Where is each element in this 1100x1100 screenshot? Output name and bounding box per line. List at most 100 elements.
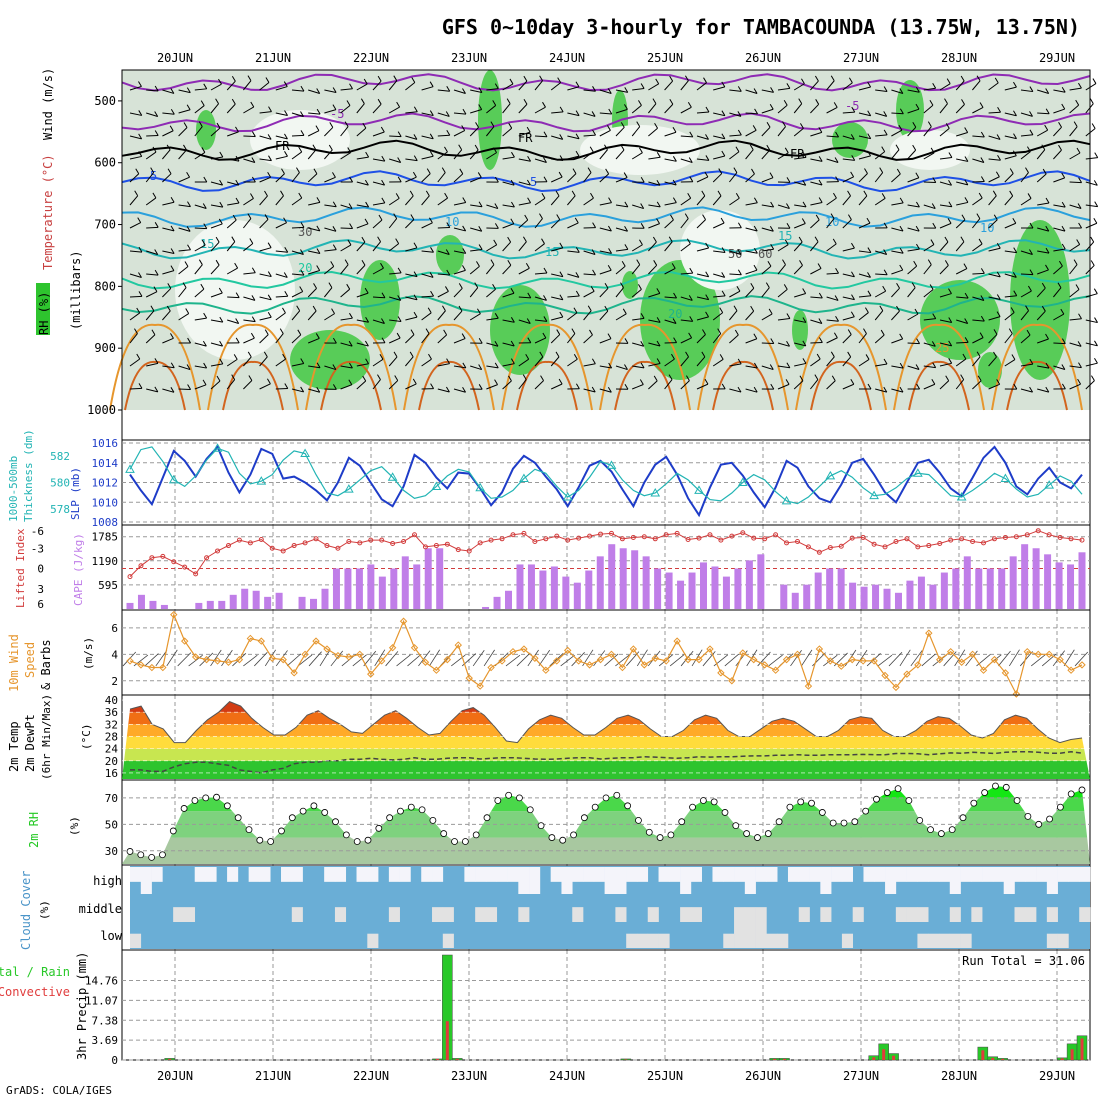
cloud-cell [863, 867, 875, 882]
wind-barb [737, 269, 742, 276]
wind-barb [826, 337, 838, 344]
wind-barb [396, 332, 401, 339]
wind-barb [186, 171, 191, 178]
wind-barb [510, 287, 515, 294]
wind-barb [672, 318, 677, 324]
wind-barb [363, 650, 377, 667]
wind-barb [437, 334, 447, 344]
wind-barb [396, 101, 401, 108]
wind-barb [243, 198, 254, 206]
wind-barb [622, 308, 627, 315]
wind-barb [867, 150, 872, 157]
wind-barb [194, 126, 203, 137]
wind-barb [874, 172, 884, 183]
run-total: Run Total = 31.06 [962, 954, 1085, 968]
wind-barb [914, 308, 919, 315]
wind-speed-point [881, 671, 889, 680]
wind-barb [980, 295, 985, 301]
wind-barb [550, 356, 560, 367]
wind-barb [182, 282, 187, 288]
lifted-index-point [1024, 532, 1030, 538]
wind-barb [361, 259, 366, 266]
cape-bar [149, 600, 157, 609]
rh-point [883, 789, 891, 796]
wind-barb [891, 173, 901, 183]
wind-barb [891, 89, 904, 94]
wind-barb [810, 241, 819, 252]
cape-bar [1055, 562, 1063, 609]
wind-barb [472, 650, 485, 667]
cloud-cell [917, 867, 929, 882]
wind-barb [615, 126, 625, 137]
wind-barb [202, 379, 207, 386]
cape-bar [631, 550, 639, 609]
lifted-index-point [915, 544, 921, 550]
wind-barb [980, 131, 985, 138]
wind-barb [518, 80, 528, 91]
temperature-contour [121, 270, 1091, 290]
wind-barb [360, 98, 365, 104]
wind-barb [599, 388, 612, 393]
wind-barb [961, 99, 965, 105]
wind-speed-line [129, 612, 1083, 696]
wind-barb [842, 195, 851, 206]
cloud-label-2: (%) [38, 900, 51, 920]
wind-barb [1004, 250, 1017, 254]
wind-barb [932, 313, 937, 319]
lifted-index-point [1046, 532, 1052, 538]
wind-barb [511, 151, 515, 158]
wind-barb [948, 201, 953, 208]
wind-barb [551, 316, 563, 321]
wind-barb [956, 319, 968, 324]
rh-point [981, 789, 989, 796]
wind-barb [421, 295, 434, 298]
cloud-cell [324, 867, 336, 882]
cloud-cell [841, 933, 853, 948]
lifted-tick-label: 6 [37, 598, 44, 611]
wind-speed-point [202, 655, 211, 664]
wind-barb [939, 83, 951, 91]
wind-barb [883, 358, 888, 365]
wind-speed-point [268, 654, 276, 662]
wind-barb [534, 135, 548, 138]
wind-barb [281, 168, 285, 174]
wind-barb [1069, 264, 1078, 275]
wind-barb [858, 250, 871, 254]
wind-barb [284, 383, 289, 389]
wind-barb [259, 334, 269, 344]
cloud-cell [744, 922, 756, 948]
wind-barb [567, 333, 576, 344]
wind-barb [915, 364, 920, 370]
wind-barb [486, 264, 495, 275]
wind-barb [518, 219, 529, 229]
wind-barb [745, 129, 757, 137]
wind-barb [493, 239, 498, 246]
wind-barb [283, 272, 288, 278]
wind-barb [899, 197, 904, 204]
lifted-index-point [598, 531, 604, 537]
wind-barb [782, 259, 786, 265]
wind-barb [656, 179, 661, 186]
wind-barb [875, 250, 887, 256]
temperature-contour [795, 323, 887, 411]
wind-speed-point [312, 637, 320, 645]
wind-barb [631, 264, 641, 275]
wind-barb [275, 295, 288, 298]
wind-barb [381, 318, 385, 324]
rh-point [1056, 803, 1064, 811]
wind-barb [129, 195, 139, 206]
wind-barb [362, 375, 367, 382]
rh-high-area [832, 122, 868, 158]
wind-barb [210, 319, 223, 323]
rh-point [223, 802, 231, 810]
wind-barb [429, 133, 434, 140]
bottom-date-label: 25JUN [647, 1069, 683, 1083]
lifted-index-point [236, 537, 242, 543]
thickness-point [694, 485, 704, 494]
wind-barb [608, 197, 612, 203]
wind-barb [559, 134, 564, 140]
wind-barb [300, 111, 304, 117]
wind-barb [259, 247, 272, 252]
cape-bar [539, 570, 547, 609]
wind-barb [550, 334, 561, 344]
